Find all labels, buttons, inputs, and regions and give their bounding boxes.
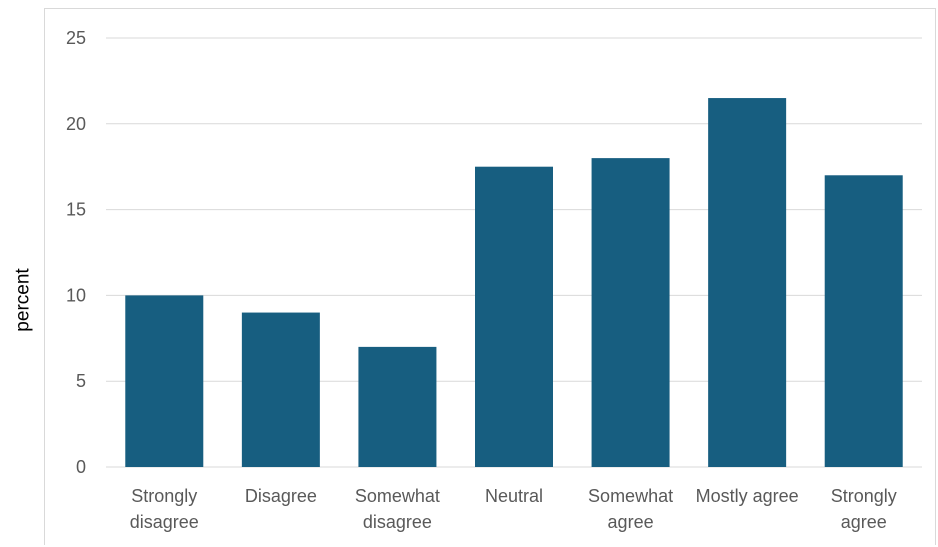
x-category-label: Somewhat disagree [355,486,440,532]
bar [591,158,670,467]
y-tick-label: 5 [76,371,86,391]
bar [241,312,320,467]
y-tick-label: 25 [66,28,86,48]
x-category-label: Disagree [245,486,317,506]
x-category-labels: Strongly disagree Disagree Somewhat disagree… [130,486,897,532]
bar [708,98,787,467]
x-category-label: Strongly agree [831,486,897,532]
bars [125,98,903,467]
x-category-label: Neutral [485,486,543,506]
bar [358,346,437,467]
y-tick-labels: 0 5 10 15 20 25 [66,28,86,477]
y-tick-label: 10 [66,285,86,305]
y-tick-label: 15 [66,200,86,220]
chart-frame [44,8,936,545]
bar [475,166,553,467]
x-category-label: Somewhat agree [588,486,673,532]
y-tick-label: 0 [76,457,86,477]
x-category-label: Mostly agree [696,486,799,506]
x-category-label: Strongly disagree [130,486,199,532]
bar [125,295,204,467]
y-tick-label: 20 [66,114,86,134]
bar [824,175,903,467]
